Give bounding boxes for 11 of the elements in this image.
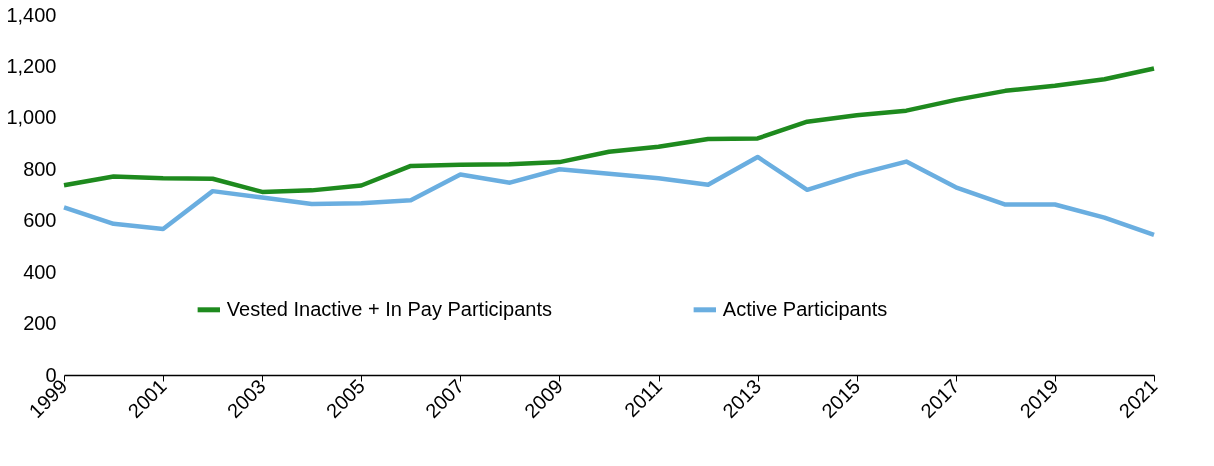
y-tick-label: 200 [23, 312, 57, 335]
legend-label: Vested Inactive + In Pay Participants [226, 297, 552, 320]
y-tick-label: 1,000 [6, 106, 57, 129]
line-series [61, 154, 1157, 238]
y-tick-label: 400 [23, 260, 57, 283]
y-tick-label: 1,400 [6, 3, 57, 26]
legend-label: Active Participants [722, 297, 888, 320]
y-tick-label: 1,200 [6, 54, 57, 77]
y-tick-label: 600 [23, 209, 57, 232]
line-series [61, 66, 1157, 195]
y-tick-label: 800 [23, 157, 57, 180]
